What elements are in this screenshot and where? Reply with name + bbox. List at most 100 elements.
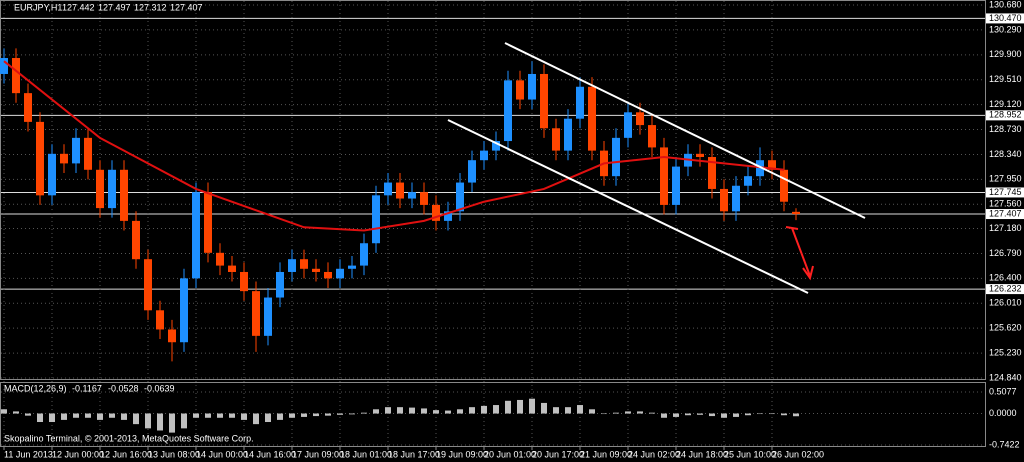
- macd-bar: [337, 413, 343, 415]
- candle-body: [780, 169, 788, 202]
- candle-body: [324, 271, 332, 279]
- candle-body: [588, 86, 596, 151]
- macd-bar: [217, 413, 223, 418]
- macd-bar: [565, 407, 571, 414]
- macd-bar: [445, 410, 451, 414]
- macd-bar: [397, 407, 403, 414]
- macd-bar: [505, 400, 511, 414]
- y-tick-label: 129.900: [989, 49, 1022, 59]
- channel-upper: [504, 42, 866, 219]
- y-tick-label: 130.290: [989, 24, 1022, 34]
- candle-body: [528, 73, 536, 100]
- candle-body: [396, 182, 404, 199]
- macd-bar: [301, 413, 307, 417]
- macd-bar: [673, 413, 679, 417]
- y-tick-label: 126.400: [989, 273, 1022, 283]
- level-label: 128.952: [989, 110, 1022, 120]
- level-tag: [986, 13, 1024, 24]
- candle-body: [312, 268, 320, 272]
- macd-bar: [457, 409, 463, 414]
- quote-value: 127.442: [62, 2, 95, 12]
- level-tag: [986, 209, 1024, 220]
- candle-body: [216, 252, 224, 266]
- y-tick-label: 125.620: [989, 323, 1022, 333]
- candle-body: [24, 93, 32, 122]
- macd-bar: [253, 413, 259, 425]
- candle-body: [576, 86, 584, 119]
- quote: 127.442 127.497 127.312 127.407: [62, 2, 203, 12]
- candle-body: [252, 291, 260, 336]
- candle-body: [168, 329, 176, 343]
- macd-bar: [361, 412, 367, 414]
- quote-value: 127.497: [98, 2, 131, 12]
- candle-body: [192, 192, 200, 279]
- candle-body: [120, 169, 128, 221]
- macd-bar: [193, 413, 199, 418]
- macd-bar: [589, 409, 595, 414]
- macd-bar: [709, 413, 715, 417]
- candle-body: [72, 137, 80, 164]
- candle-body: [540, 73, 548, 129]
- level-label: 130.470: [989, 13, 1022, 23]
- macd-bar: [325, 413, 331, 416]
- macd-bar: [745, 413, 751, 416]
- x-tick-label: 20 Jun 01:00: [484, 449, 536, 459]
- x-tick-label: 24 Jun 02:00: [628, 449, 680, 459]
- candle-body: [228, 265, 236, 272]
- macd-bar: [145, 413, 151, 429]
- candle-body: [504, 80, 512, 142]
- macd-bar: [265, 413, 271, 423]
- x-tick-label: 18 Jun 01:00: [340, 449, 392, 459]
- macd-bar: [241, 413, 247, 420]
- level-tag: [986, 110, 1024, 121]
- macd-bar: [13, 411, 19, 414]
- candle-body: [276, 271, 284, 298]
- candle-body: [444, 211, 452, 221]
- macd-title: MACD(12,26,9): [4, 383, 67, 393]
- candle-body: [456, 182, 464, 212]
- macd-bar: [649, 412, 655, 414]
- macd-bar: [757, 413, 763, 415]
- level-label: 127.407: [989, 208, 1022, 218]
- macd-bar: [1, 409, 7, 414]
- y-tick-label: 125.230: [989, 347, 1022, 357]
- macd-bar: [661, 413, 667, 418]
- x-tick-label: 21 Jun 09:00: [580, 449, 632, 459]
- candle-body: [480, 150, 488, 161]
- moving-average: [3, 60, 785, 232]
- x-tick-label: 26 Jun 02:00: [772, 449, 824, 459]
- candle-body: [336, 268, 344, 279]
- candle-body: [552, 128, 560, 151]
- y-tick-label: 128.340: [989, 149, 1022, 159]
- macd-bar: [229, 413, 235, 418]
- candle-body: [792, 211, 800, 215]
- candle-body: [612, 137, 620, 177]
- macd-bar: [409, 407, 415, 414]
- candle-body: [288, 259, 296, 272]
- macd-bar: [385, 407, 391, 414]
- y-tick-label: 128.730: [989, 124, 1022, 134]
- macd-bar: [769, 413, 775, 415]
- y-tick-label: 127.950: [989, 174, 1022, 184]
- macd-bar: [25, 413, 31, 416]
- macd-bar: [685, 413, 691, 416]
- candle-body: [408, 192, 416, 199]
- candle-body: [156, 310, 164, 330]
- level-label: 126.232: [989, 283, 1022, 293]
- candle-body: [768, 160, 776, 170]
- x-tick-label: 12 Jun 00:00: [52, 449, 104, 459]
- candle-body: [348, 265, 356, 269]
- candle-body: [648, 125, 656, 148]
- macd-bar: [109, 413, 115, 418]
- candle-body: [732, 185, 740, 212]
- macd-bar: [37, 413, 43, 423]
- x-tick-label: 19 Jun 09:00: [436, 449, 488, 459]
- symbol: EURJPY,H1: [14, 2, 62, 12]
- candle-body: [264, 297, 272, 336]
- macd-bar: [721, 413, 727, 418]
- copyright: Skopalino Terminal, © 2001-2013, MetaQuo…: [4, 433, 254, 443]
- candle-body: [132, 220, 140, 260]
- candle-body: [384, 182, 392, 196]
- macd-bar: [157, 413, 163, 431]
- candle-body: [180, 278, 188, 343]
